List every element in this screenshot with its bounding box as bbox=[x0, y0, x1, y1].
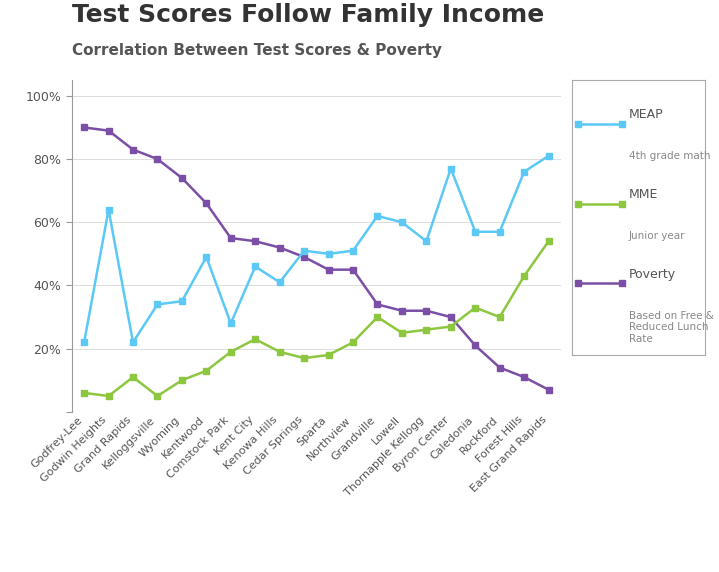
Text: 4th grade math: 4th grade math bbox=[629, 152, 710, 161]
Text: Correlation Between Test Scores & Poverty: Correlation Between Test Scores & Povert… bbox=[72, 43, 442, 58]
Text: Based on Free &
Reduced Lunch
Rate: Based on Free & Reduced Lunch Rate bbox=[629, 311, 714, 344]
Text: MEAP: MEAP bbox=[629, 108, 664, 121]
Text: Test Scores Follow Family Income: Test Scores Follow Family Income bbox=[72, 3, 544, 27]
Text: MME: MME bbox=[629, 188, 658, 201]
Text: Poverty: Poverty bbox=[629, 268, 676, 280]
Text: Junior year: Junior year bbox=[629, 231, 685, 241]
